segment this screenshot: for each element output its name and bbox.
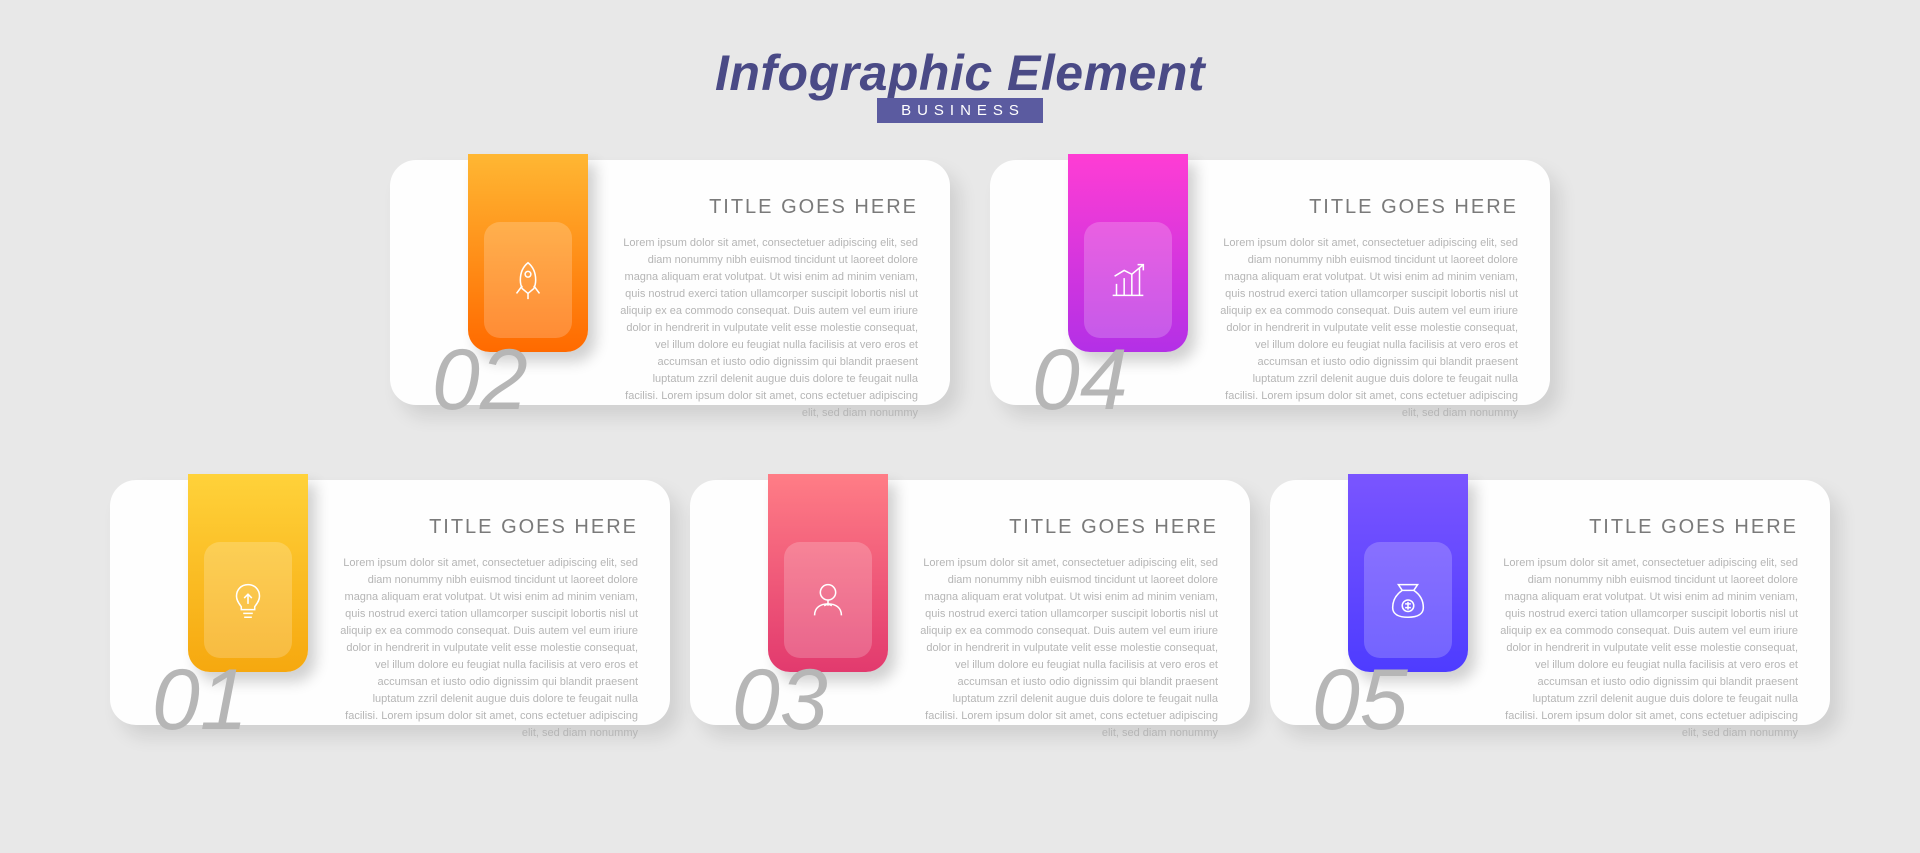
card-05-body: Lorem ipsum dolor sit amet, consectetuer… — [1498, 555, 1798, 743]
chart-icon — [1084, 222, 1172, 338]
card-04-title: TITLE GOES HERE — [1218, 196, 1518, 219]
card-04-body: Lorem ipsum dolor sit amet, consectetuer… — [1218, 235, 1518, 423]
rocket-icon — [484, 222, 572, 338]
stage: TITLE GOES HERE Lorem ipsum dolor sit am… — [0, 0, 1920, 853]
person-icon — [784, 542, 872, 658]
card-02-title: TITLE GOES HERE — [618, 196, 918, 219]
card-03-body: Lorem ipsum dolor sit amet, consectetuer… — [918, 555, 1218, 743]
card-05-number: 05 — [1312, 657, 1408, 743]
card-03-number: 03 — [732, 657, 828, 743]
card-04-number: 04 — [1032, 337, 1128, 423]
card-02-body: Lorem ipsum dolor sit amet, consectetuer… — [618, 235, 918, 423]
card-02: TITLE GOES HERE Lorem ipsum dolor sit am… — [390, 160, 950, 405]
money-bag-icon — [1364, 542, 1452, 658]
card-01-title: TITLE GOES HERE — [338, 516, 638, 539]
card-01-body: Lorem ipsum dolor sit amet, consectetuer… — [338, 555, 638, 743]
card-02-number: 02 — [432, 337, 528, 423]
card-04-tab — [1068, 154, 1188, 352]
card-03: TITLE GOES HERE Lorem ipsum dolor sit am… — [690, 480, 1250, 725]
card-05-tab — [1348, 474, 1468, 672]
card-03-tab — [768, 474, 888, 672]
card-05: TITLE GOES HERE Lorem ipsum dolor sit am… — [1270, 480, 1830, 725]
card-03-title: TITLE GOES HERE — [918, 516, 1218, 539]
card-05-title: TITLE GOES HERE — [1498, 516, 1798, 539]
card-02-tab — [468, 154, 588, 352]
card-01: TITLE GOES HERE Lorem ipsum dolor sit am… — [110, 480, 670, 725]
card-01-tab — [188, 474, 308, 672]
bulb-icon — [204, 542, 292, 658]
card-04: TITLE GOES HERE Lorem ipsum dolor sit am… — [990, 160, 1550, 405]
card-01-number: 01 — [152, 657, 248, 743]
